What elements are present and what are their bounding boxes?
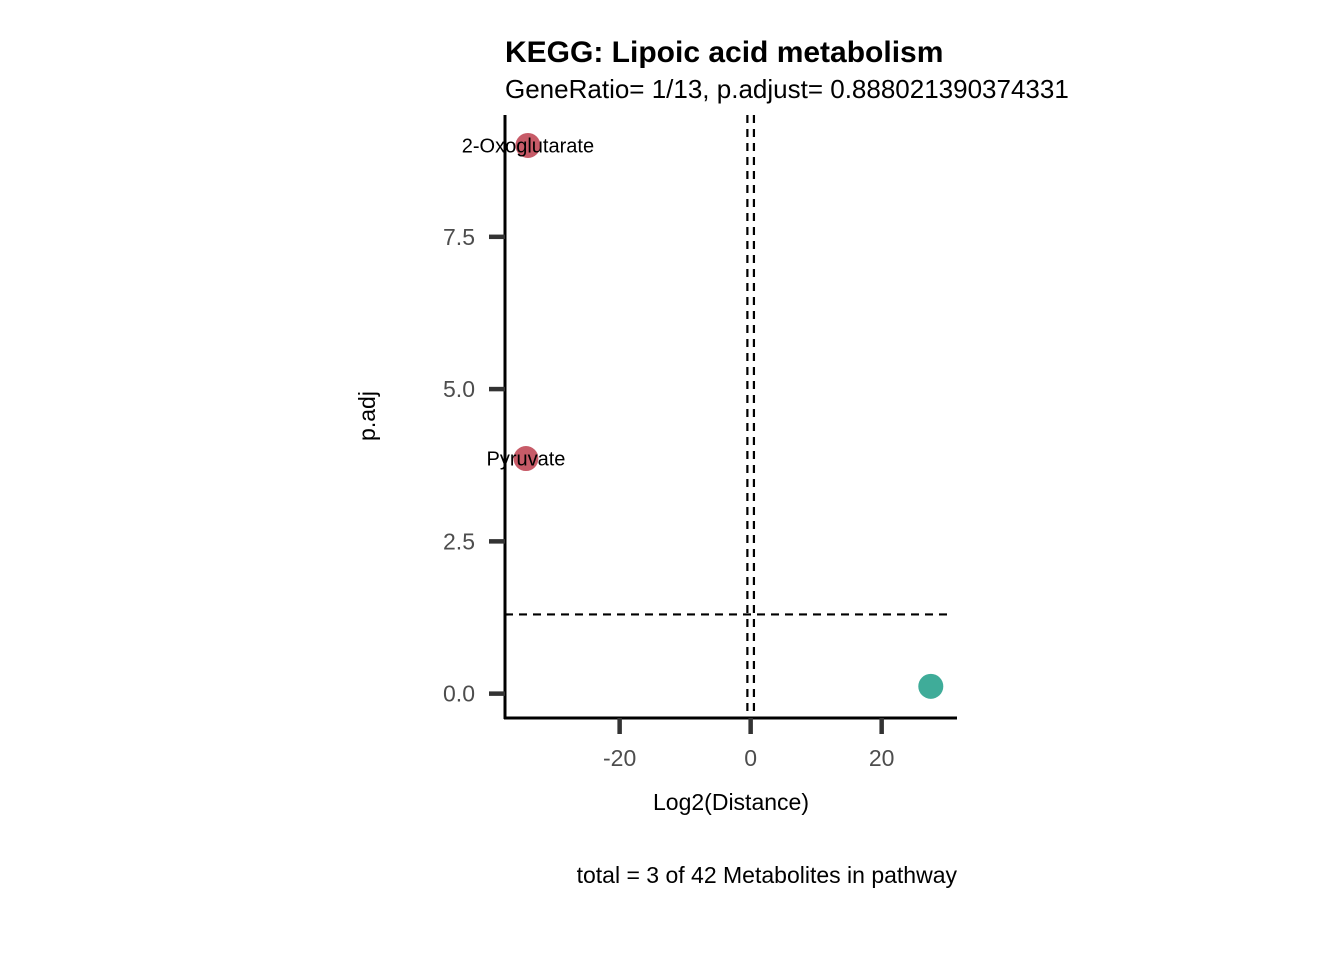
chart-subtitle: GeneRatio= 1/13, p.adjust= 0.88802139037… [505,74,1069,104]
x-tick-label-2: 20 [869,745,895,771]
y-tick-label-2: 5.0 [443,376,475,402]
y-tick-label-3: 7.5 [443,224,475,250]
y-axis-title: p.adj [354,391,380,441]
data-point-label-1: Pyruvate [486,449,565,471]
plot-area: 0.0 2.5 5.0 7.5 -20 0 20 2-Oxoglutarate Pyruvate [443,115,957,771]
chart-title: KEGG: Lipoic acid metabolism [505,36,943,69]
x-tick-label-0: -20 [603,745,636,771]
x-axis-title: Log2(Distance) [653,789,809,815]
data-point-label-0: 2-Oxoglutarate [462,135,594,157]
data-point-1 [513,446,539,472]
data-point-2 [918,673,944,699]
data-point-0 [515,132,541,158]
x-tick-label-1: 0 [744,745,757,771]
y-tick-label-0: 0.0 [443,681,475,707]
chart-caption: total = 3 of 42 Metabolites in pathway [577,862,958,888]
y-tick-label-1: 2.5 [443,528,475,554]
